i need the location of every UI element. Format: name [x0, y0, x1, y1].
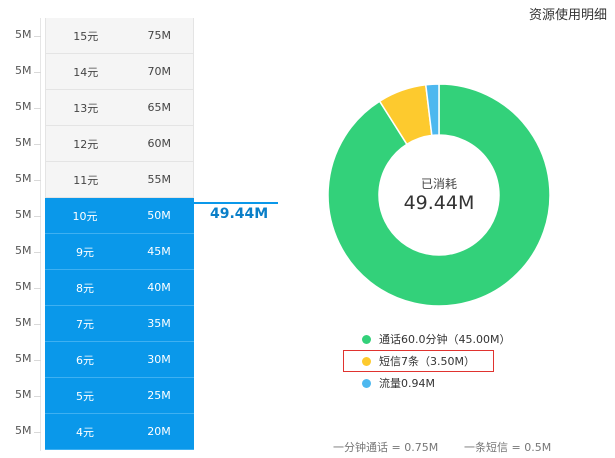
- tier-price: 12元: [73, 137, 99, 151]
- tier-amount: 50M: [147, 209, 171, 222]
- tier-amount: 25M: [147, 389, 171, 402]
- tier-row: 8元 40M: [45, 270, 194, 306]
- side-scale-label: 5M: [15, 208, 32, 221]
- footnote-sms-rate: 一条短信 = 0.5M: [464, 441, 552, 454]
- legend-label-data: 流量0.94M: [379, 377, 435, 390]
- tier-amount: 75M: [147, 29, 171, 42]
- tier-price: 13元: [73, 101, 99, 115]
- tier-price: 4元: [76, 425, 94, 439]
- side-scale-label: 5M: [15, 352, 32, 365]
- side-scale-label: 5M: [15, 28, 32, 41]
- tier-amount: 45M: [147, 245, 171, 258]
- tier-price: 14元: [73, 65, 99, 79]
- side-axis-rail: [40, 18, 41, 451]
- legend-highlight-box: [343, 350, 494, 372]
- legend-item-data: 流量0.94M: [362, 374, 435, 392]
- page-title: 资源使用明细: [528, 8, 607, 23]
- donut-center-value: 49.44M: [403, 192, 475, 214]
- legend-dot-calls: [362, 334, 371, 344]
- legend-dot-sms: [362, 356, 371, 366]
- tier-price: 7元: [76, 317, 94, 331]
- tier-price: 5元: [76, 389, 94, 403]
- tier-row: 4元 20M: [45, 414, 194, 450]
- current-usage-line: [45, 202, 278, 204]
- donut-center-label: 已消耗: [420, 177, 457, 191]
- legend-item-calls: 通话60.0分钟（45.00M）: [362, 330, 510, 348]
- tier-amount: 70M: [147, 65, 171, 78]
- tier-row: 10元 50M: [45, 198, 194, 234]
- tier-price: 10元: [72, 209, 98, 223]
- legend-label-sms: 短信7条（3.50M）: [379, 355, 475, 368]
- side-scale-label: 5M: [15, 388, 32, 401]
- side-scale-tick: [34, 324, 41, 325]
- tier-row: 12元 60M: [45, 126, 194, 162]
- tier-price: 11元: [73, 173, 99, 187]
- side-scale-tick: [34, 216, 41, 217]
- side-scale-tick: [34, 396, 41, 397]
- tier-row: 15元 75M: [45, 18, 194, 54]
- tier-price: 8元: [76, 281, 94, 295]
- footnote-call-rate: 一分钟通话 = 0.75M: [333, 441, 439, 454]
- tier-row: 11元 55M: [45, 162, 194, 198]
- tier-row: 5元 25M: [45, 378, 194, 414]
- tier-row: 9元 45M: [45, 234, 194, 270]
- side-scale-label: 5M: [15, 316, 32, 329]
- side-scale-tick: [34, 108, 41, 109]
- tier-price: 9元: [76, 245, 94, 259]
- side-scale-tick: [34, 252, 41, 253]
- side-scale-label: 5M: [15, 280, 32, 293]
- side-scale-tick: [34, 144, 41, 145]
- tier-amount: 55M: [147, 173, 171, 186]
- side-scale-label: 5M: [15, 100, 32, 113]
- tier-amount: 30M: [147, 353, 171, 366]
- tier-row: 7元 35M: [45, 306, 194, 342]
- usage-donut-chart: [327, 83, 551, 307]
- side-scale-tick: [34, 180, 41, 181]
- side-scale-label: 5M: [15, 172, 32, 185]
- side-scale-tick: [34, 432, 41, 433]
- current-usage-value: 49.44M: [210, 206, 269, 222]
- tier-amount: 20M: [147, 425, 171, 438]
- side-scale-label: 5M: [15, 244, 32, 257]
- side-scale-label: 5M: [15, 136, 32, 149]
- tier-amount: 35M: [147, 317, 171, 330]
- legend-item-sms: 短信7条（3.50M）: [362, 352, 475, 370]
- side-scale-tick: [34, 72, 41, 73]
- legend-dot-data: [362, 378, 371, 388]
- side-scale-tick: [34, 360, 41, 361]
- side-scale-label: 5M: [15, 424, 32, 437]
- tier-amount: 60M: [147, 137, 171, 150]
- tier-price: 15元: [73, 29, 99, 43]
- tier-amount: 65M: [147, 101, 171, 114]
- side-scale-tick: [34, 288, 41, 289]
- tier-amount: 40M: [147, 281, 171, 294]
- tier-row: 14元 70M: [45, 54, 194, 90]
- legend-label-calls: 通话60.0分钟（45.00M）: [379, 333, 511, 346]
- tier-row: 6元 30M: [45, 342, 194, 378]
- side-scale-tick: [34, 36, 41, 37]
- tier-price: 6元: [76, 353, 94, 367]
- donut-segment-0: [327, 83, 551, 307]
- donut-segment-2: [424, 83, 440, 137]
- side-scale-label: 5M: [15, 64, 32, 77]
- tier-row: 13元 65M: [45, 90, 194, 126]
